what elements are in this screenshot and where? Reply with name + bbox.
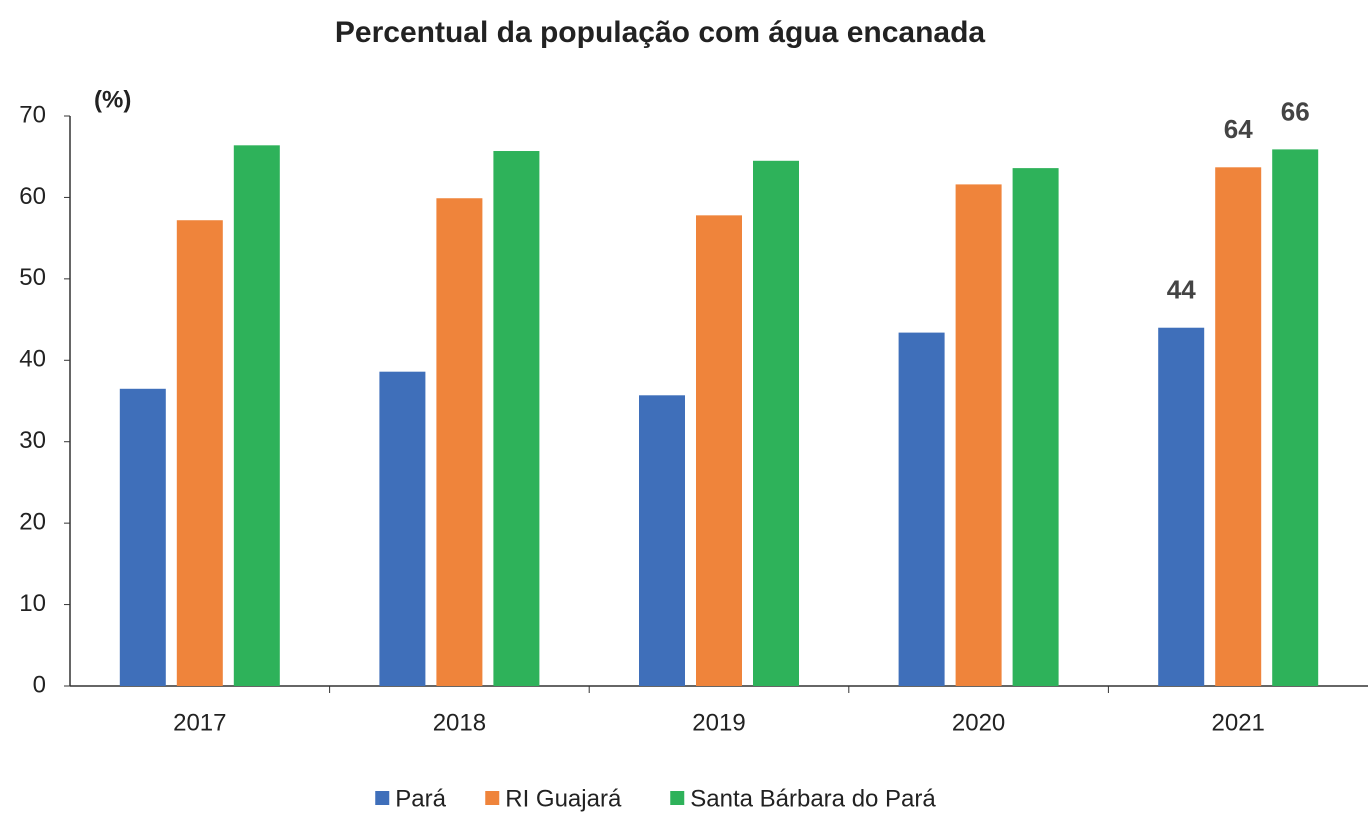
bar (233, 145, 280, 687)
bar (1012, 168, 1059, 687)
bar (176, 220, 223, 686)
y-tick-label: 70 (19, 101, 46, 128)
bar (119, 388, 166, 686)
bar (493, 151, 540, 686)
legend-swatch (670, 791, 685, 805)
bar (639, 395, 685, 686)
x-tick-label: 2017 (173, 709, 226, 736)
bar (436, 198, 483, 686)
y-tick-label: 40 (19, 346, 46, 373)
y-tick-label: 30 (19, 427, 46, 454)
bar (1272, 149, 1319, 686)
chart-title: Percentual da população com água encanad… (335, 16, 986, 49)
legend-label: Pará (395, 785, 446, 812)
value-label: 44 (1167, 275, 1196, 305)
x-tick-label: 2018 (433, 709, 486, 736)
value-label: 66 (1281, 96, 1310, 126)
y-tick-label: 10 (19, 590, 46, 617)
legend-label: RI Guajará (505, 785, 622, 812)
x-tick-label: 2020 (952, 709, 1005, 736)
legend-swatch (485, 791, 500, 805)
bar (379, 371, 426, 686)
y-tick-label: 60 (19, 183, 46, 210)
bar (1215, 167, 1262, 687)
bar (696, 215, 742, 687)
legend-label: Santa Bárbara do Pará (690, 785, 936, 812)
y-tick-label: 50 (19, 264, 46, 291)
bar (898, 332, 945, 686)
bar (753, 160, 799, 687)
y-tick-label: 20 (19, 508, 46, 535)
y-tick-label: 0 (33, 671, 46, 698)
bar (1158, 327, 1205, 686)
value-label: 64 (1224, 114, 1253, 144)
bar (955, 184, 1002, 686)
x-tick-label: 2021 (1212, 709, 1265, 736)
x-tick-label: 2019 (692, 709, 745, 736)
legend-swatch (375, 791, 390, 805)
y-axis-label: (%) (94, 86, 131, 113)
